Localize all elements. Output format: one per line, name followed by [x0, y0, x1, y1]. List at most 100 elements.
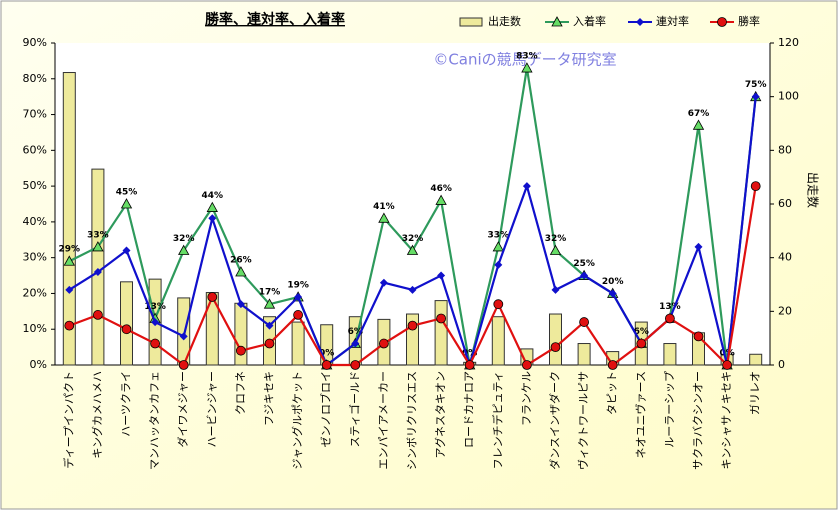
marker [93, 310, 103, 320]
marker [178, 244, 190, 255]
marker [550, 342, 561, 353]
marker [151, 318, 160, 327]
marker [178, 360, 189, 370]
data-label: 6% [348, 327, 363, 337]
marker [65, 285, 74, 294]
y2-axis-label: 出走数 [806, 172, 821, 208]
marker [379, 278, 388, 287]
marker [351, 339, 360, 348]
bar [577, 343, 591, 366]
data-label: 0% [719, 349, 734, 359]
legend-label: 連対率 [656, 14, 689, 28]
marker [293, 310, 304, 320]
x-tick-label: フランケル [520, 371, 533, 426]
data-label: 75% [745, 80, 767, 90]
marker [122, 246, 131, 255]
x-tick-label: アグネスタキオン [433, 371, 447, 458]
marker [750, 181, 761, 192]
data-label: 13% [659, 302, 681, 312]
data-label: 32% [402, 234, 424, 244]
y2-tick-label: 120 [778, 36, 799, 49]
data-label: 45% [116, 188, 138, 198]
marker [236, 300, 245, 309]
marker [264, 338, 275, 349]
marker [694, 242, 703, 251]
watermark: ©Caniの競馬データ研究室 [433, 51, 616, 69]
legend-swatch [551, 16, 563, 27]
y-tick-label: 20% [23, 286, 47, 299]
x-tick-label: ダンスインザダーク [548, 371, 562, 470]
marker [580, 271, 589, 280]
data-label: 19% [287, 281, 309, 291]
marker [493, 299, 504, 310]
marker [549, 244, 562, 255]
bar [663, 343, 677, 366]
marker [235, 266, 247, 277]
marker [607, 360, 618, 370]
x-tick-label: キングカメハメハ [90, 371, 104, 459]
x-tick-label: クロフネ [234, 371, 247, 415]
marker [265, 321, 274, 330]
marker [64, 320, 75, 331]
x-tick-label: ヴィクトワールピサ [576, 371, 590, 470]
y-tick-label: 10% [23, 322, 47, 335]
marker [437, 271, 446, 280]
marker [407, 320, 418, 331]
marker [692, 119, 705, 130]
marker [150, 338, 161, 349]
x-tick-label: ハーツクライ [120, 371, 133, 437]
data-label: 6% [634, 327, 649, 337]
data-label: 44% [202, 191, 224, 201]
legend-swatch [636, 18, 644, 26]
marker [636, 338, 647, 349]
x-tick-label: ディープインパクト [61, 371, 75, 469]
marker [751, 92, 760, 101]
x-tick-label: ダイワメジャー [176, 371, 190, 447]
x-tick-label: ネオユニヴァース [633, 371, 647, 458]
x-tick-label: スティゴールド [347, 371, 361, 447]
x-tick-label: マンハッタンカフェ [148, 371, 161, 470]
y-tick-label: 30% [23, 251, 47, 264]
marker [579, 317, 589, 327]
data-label: 67% [688, 109, 710, 119]
data-label: 46% [430, 184, 452, 194]
x-tick-label: フレンチデピュティ [490, 371, 504, 469]
chart-title: 勝率、連対率、入着率 [205, 11, 345, 28]
data-label: 26% [230, 255, 252, 265]
bar [120, 281, 133, 366]
legend-swatch [717, 17, 727, 27]
legend-label: 入着率 [573, 14, 606, 28]
marker [263, 298, 276, 309]
marker [521, 62, 533, 73]
bar [234, 302, 248, 366]
y-tick-label: 40% [23, 215, 47, 228]
data-label: 25% [573, 259, 595, 269]
x-tick-label: フジキセキ [263, 371, 276, 426]
marker [551, 285, 560, 294]
x-tick-label: ハービンジャー [205, 371, 218, 447]
data-label: 29% [59, 245, 81, 255]
marker [179, 332, 188, 341]
marker [378, 338, 389, 349]
x-tick-label: シンボリクリスエス [406, 371, 419, 470]
marker [494, 260, 503, 269]
marker [63, 255, 75, 266]
marker [93, 267, 102, 276]
marker [294, 293, 303, 302]
marker [435, 194, 447, 205]
marker [608, 289, 617, 298]
data-label: 13% [144, 302, 166, 312]
marker [121, 324, 132, 335]
x-tick-label: タピット [606, 371, 619, 415]
x-tick-label: サクラバクシンオー [692, 371, 705, 470]
marker [206, 201, 218, 212]
x-tick-label: ジャングルポケット [290, 371, 304, 469]
marker [464, 360, 475, 370]
data-label: 33% [87, 230, 109, 240]
marker [350, 360, 361, 370]
y-tick-label: 0% [30, 358, 47, 371]
marker [92, 241, 104, 252]
bar [91, 168, 105, 366]
plot-area [55, 43, 770, 365]
